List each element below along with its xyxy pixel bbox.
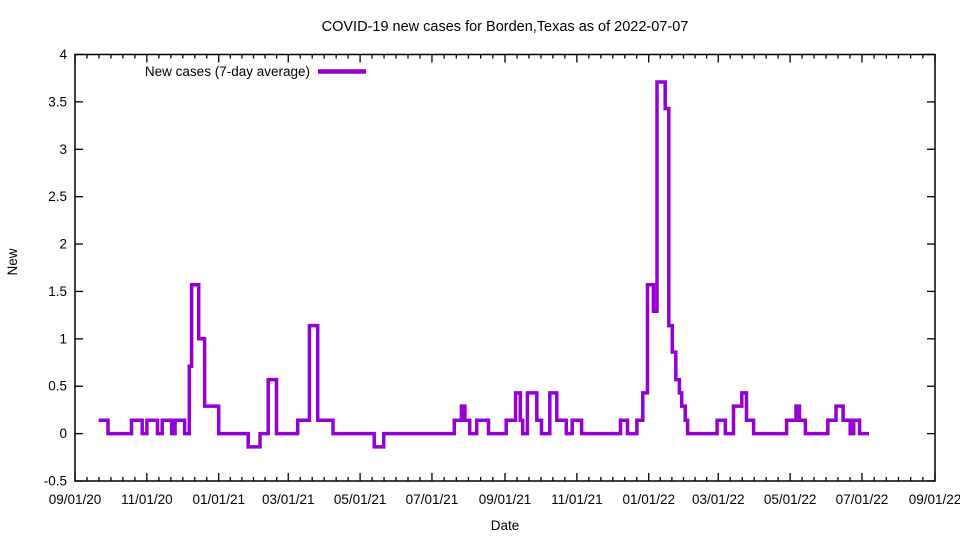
axis-ticks: -0.5 0 0.5 1 1.5 2 2.5 3 3.5 4 09/01/20 11/01/20 01/… [44, 47, 960, 507]
y-axis-label: New [5, 248, 20, 275]
legend: New cases (7-day average) [145, 64, 366, 79]
y-tick-label: 3 [59, 142, 67, 157]
x-tick-label: 09/01/20 [49, 492, 102, 507]
y-tick-label: 1.5 [48, 284, 67, 299]
new-cases-line [98, 80, 869, 449]
x-tick-label: 07/01/21 [406, 492, 459, 507]
legend-label: New cases (7-day average) [145, 64, 310, 79]
data-series-layer [98, 80, 869, 449]
y-tick-label: 0 [59, 426, 67, 441]
y-tick-label: 1 [59, 331, 67, 346]
x-tick-label: 09/01/22 [909, 492, 960, 507]
x-tick-label: 07/01/22 [836, 492, 889, 507]
x-axis-label: Date [491, 518, 520, 533]
x-tick-label: 01/01/22 [622, 492, 675, 507]
y-tick-label: 2 [59, 237, 67, 252]
x-tick-label: 03/01/21 [262, 492, 315, 507]
y-tick-label: 2.5 [48, 189, 67, 204]
x-tick-label: 11/01/21 [551, 492, 603, 507]
x-tick-label: 03/01/22 [692, 492, 745, 507]
y-tick-label: -0.5 [44, 474, 67, 489]
x-tick-label: 01/01/21 [192, 492, 245, 507]
x-tick-label: 11/01/20 [121, 492, 173, 507]
x-tick-label: 05/01/21 [334, 492, 387, 507]
y-tick-label: 3.5 [48, 94, 67, 109]
x-tick-label: 09/01/21 [479, 492, 532, 507]
chart-title: COVID-19 new cases for Borden,Texas as o… [322, 19, 689, 35]
y-tick-label: 4 [59, 47, 67, 62]
y-tick-label: 0.5 [48, 379, 67, 394]
x-tick-label: 05/01/22 [764, 492, 817, 507]
plot-border [74, 53, 936, 482]
